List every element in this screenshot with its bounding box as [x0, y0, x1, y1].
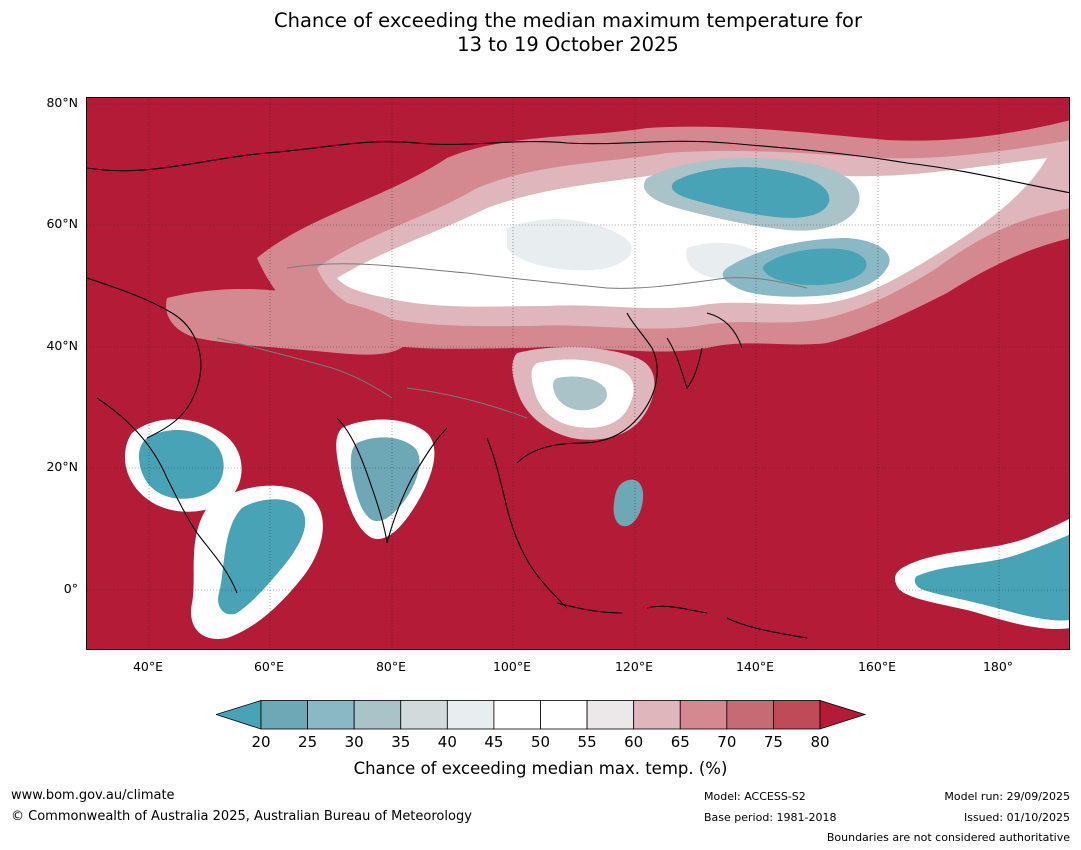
central-asia-mixed — [166, 288, 409, 355]
colorbar-tick-label: 70 — [717, 733, 737, 751]
lon-label-60e: 60°E — [253, 659, 285, 674]
model-name: Model: ACCESS-S2 — [704, 790, 806, 803]
lon-label-40e: 40°E — [132, 659, 164, 674]
lon-label-140e: 140°E — [735, 659, 774, 674]
colorbar-svg — [214, 699, 867, 730]
colorbar-cell — [400, 700, 448, 730]
east-siberia-cool-core — [762, 248, 867, 286]
graticule — [87, 98, 1069, 649]
east-china-grey — [552, 376, 607, 411]
lat-label-40n: 40°N — [46, 338, 78, 353]
colorbar-cell — [773, 700, 821, 730]
northern-grey-patches — [507, 218, 770, 281]
colorbar-cell — [679, 700, 728, 730]
colorbar-tick-label: 20 — [251, 733, 271, 751]
colorbar-tick-label: 40 — [437, 733, 457, 751]
colorbar-tick-label: 60 — [624, 733, 644, 751]
colorbar-cell — [540, 700, 588, 730]
colorbar-cell — [726, 700, 774, 730]
arabia-cool-inner — [139, 430, 224, 499]
lon-label-80e: 80°E — [375, 659, 407, 674]
colorbar-cell — [586, 700, 635, 730]
east-africa-cool-inner — [218, 499, 306, 615]
colorbar-tick-label: 65 — [670, 733, 690, 751]
lat-label-60n: 60°N — [46, 216, 78, 231]
colorbar-cell — [493, 700, 541, 730]
colorbar-extend-low — [214, 699, 262, 730]
lat-label-20n: 20°N — [46, 459, 78, 474]
philippines-cool — [613, 479, 644, 527]
issued-date: Issued: 01/10/2025 — [963, 811, 1070, 824]
forecast-map — [86, 97, 1070, 650]
title-line-1: Chance of exceeding the median maximum t… — [273, 9, 863, 32]
coastlines — [87, 140, 1069, 639]
colorbar — [214, 699, 867, 730]
colorbar-cell — [446, 700, 495, 730]
title-line-2: 13 to 19 October 2025 — [457, 33, 679, 56]
lon-label-120e: 120°E — [614, 659, 653, 674]
lon-label-180: 180° — [982, 659, 1014, 674]
model-run-date: Model run: 29/09/2025 — [944, 790, 1070, 803]
colorbar-cell — [633, 700, 681, 730]
map-canvas — [87, 98, 1069, 649]
india-cool-inner — [350, 437, 420, 522]
website-link[interactable]: www.bom.gov.au/climate — [11, 788, 175, 803]
colorbar-tick-label: 35 — [391, 733, 411, 751]
map-title: Chance of exceeding the median maximum t… — [0, 9, 1081, 57]
lat-label-0: 0° — [63, 581, 78, 596]
colorbar-cell — [260, 700, 308, 730]
colorbar-extend-high — [819, 699, 867, 730]
lat-label-80n: 80°N — [46, 95, 78, 110]
colorbar-tick-label: 55 — [577, 733, 597, 751]
base-period: Base period: 1981-2018 — [704, 811, 837, 824]
colorbar-label: Chance of exceeding median max. temp. (%… — [353, 759, 728, 778]
siberia-cool-inner — [671, 167, 830, 218]
colorbar-tick-label: 25 — [298, 733, 318, 751]
country-boundaries — [216, 263, 808, 419]
colorbar-cell — [307, 700, 355, 730]
colorbar-tick-label: 45 — [484, 733, 504, 751]
pacific-cool-inner — [914, 534, 1069, 621]
colorbar-tick-label: 50 — [530, 733, 551, 751]
colorbar-cell — [353, 700, 402, 730]
colorbar-tick-label: 80 — [810, 733, 830, 751]
colorbar-tick-label: 75 — [763, 733, 783, 751]
lon-label-160e: 160°E — [857, 659, 896, 674]
copyright-text: © Commonwealth of Australia 2025, Austra… — [11, 809, 472, 824]
colorbar-tick-label: 30 — [344, 733, 364, 751]
lon-label-100e: 100°E — [492, 659, 531, 674]
boundaries-disclaimer: Boundaries are not considered authoritat… — [826, 831, 1070, 844]
